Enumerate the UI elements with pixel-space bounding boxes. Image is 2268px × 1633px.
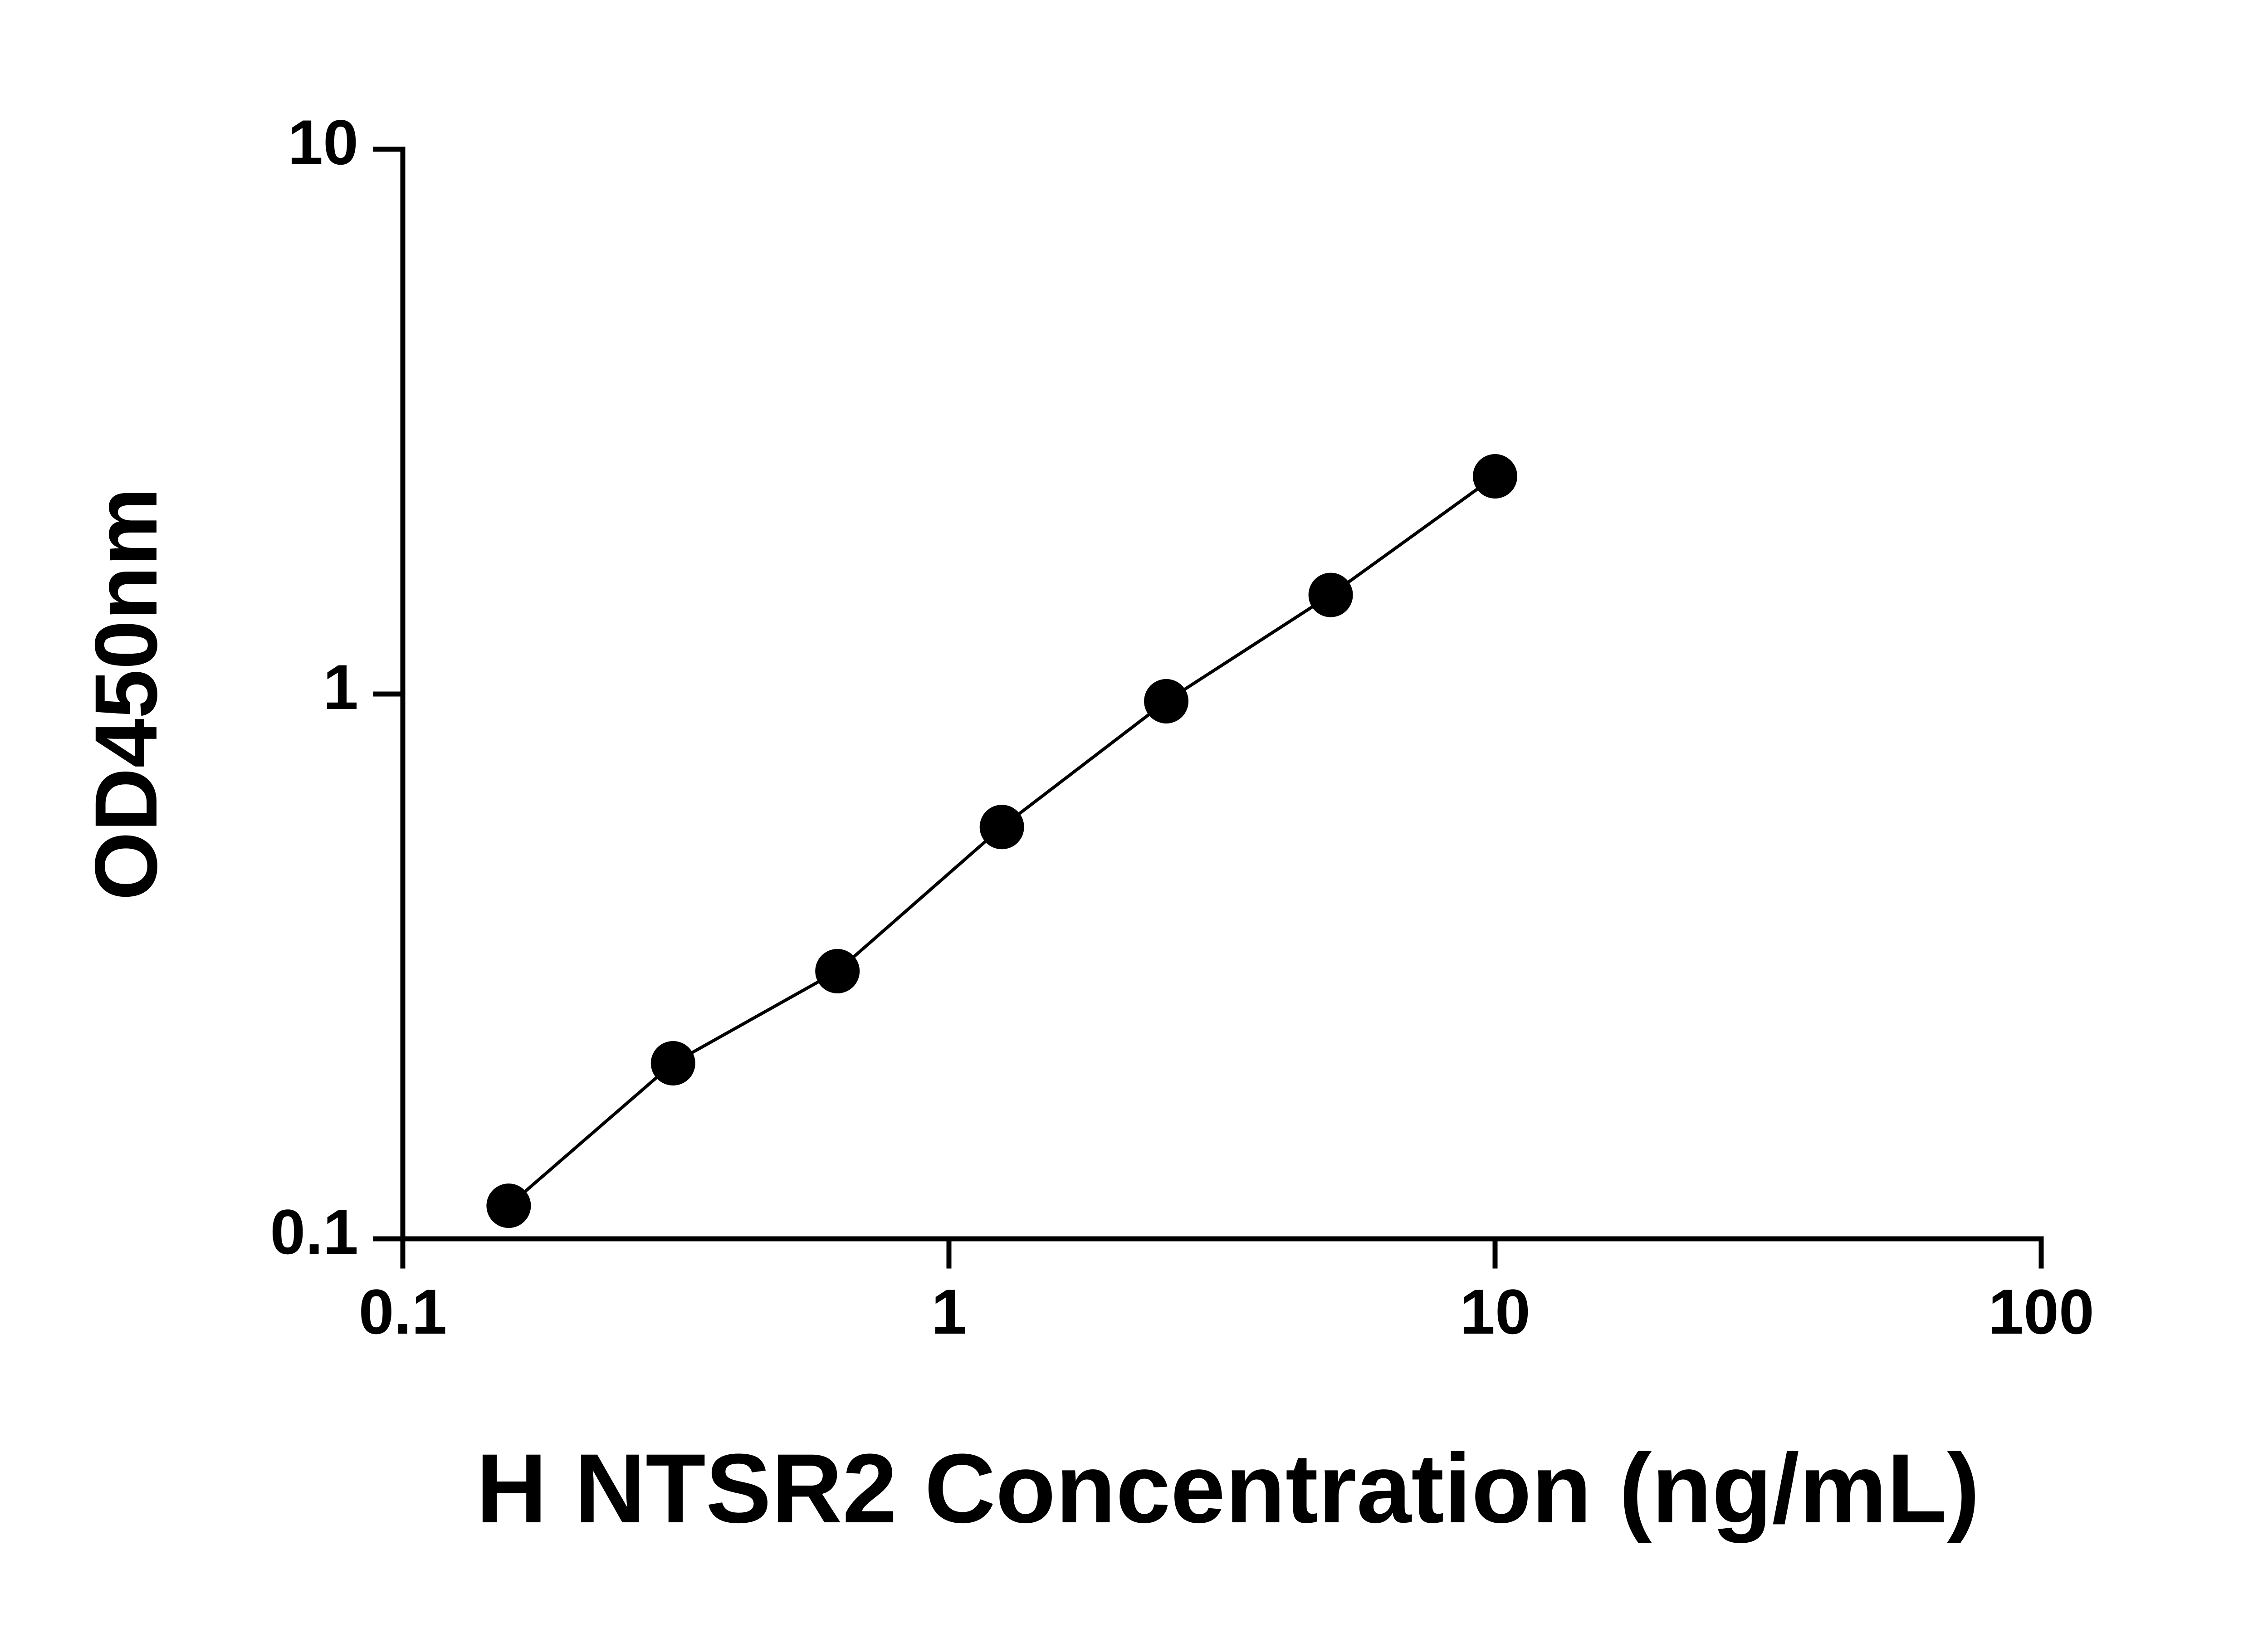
svg-text:10: 10: [288, 107, 358, 178]
svg-text:0.1: 0.1: [270, 1196, 358, 1267]
svg-text:H NTSR2 Concentration (ng/mL): H NTSR2 Concentration (ng/mL): [476, 1433, 1980, 1543]
svg-text:0.1: 0.1: [359, 1276, 447, 1347]
svg-text:1: 1: [931, 1276, 967, 1347]
svg-text:1: 1: [323, 651, 358, 723]
svg-text:OD450nm: OD450nm: [77, 488, 176, 900]
svg-text:100: 100: [1988, 1276, 2094, 1347]
svg-text:10: 10: [1460, 1276, 1530, 1347]
